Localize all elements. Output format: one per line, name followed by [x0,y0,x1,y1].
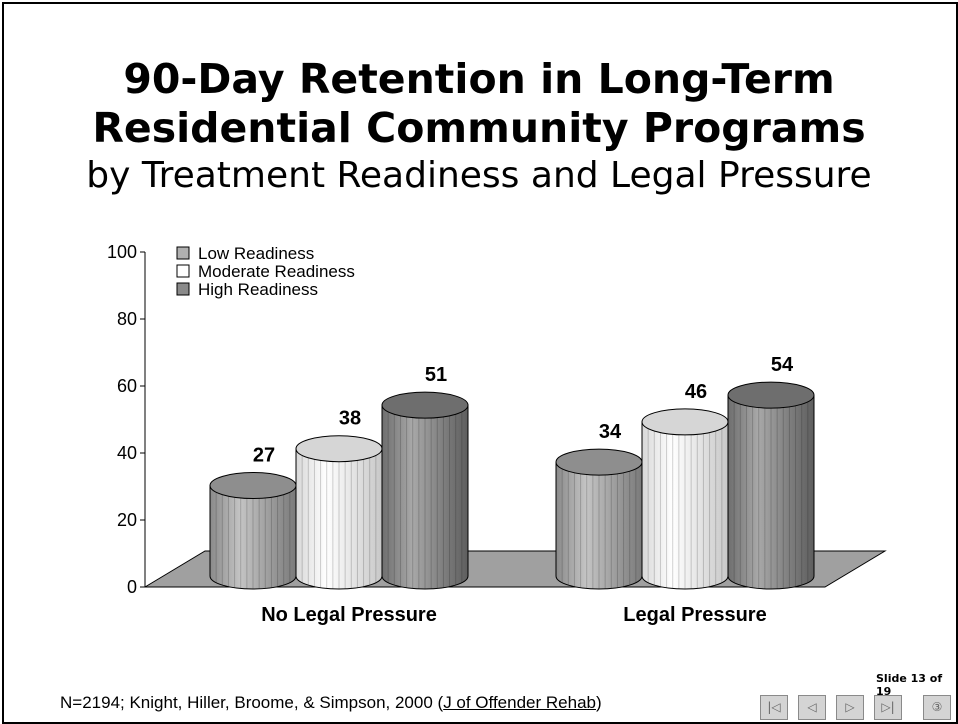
y-tick-label: 80 [117,309,137,329]
next-slide-button[interactable]: ▷ [836,695,864,720]
citation: N=2194; Knight, Hiller, Broome, & Simpso… [60,693,602,713]
slide-index-button[interactable]: ③ [923,695,951,720]
bar-body [641,421,729,590]
y-tick-label: 60 [117,376,137,396]
legend-label: Moderate Readiness [198,262,355,281]
first-slide-button[interactable]: |◁ [760,695,788,720]
bar-top [209,472,297,500]
previous-slide-icon: ◁ [807,700,817,714]
bar-cylinder [555,448,643,590]
data-label: 34 [599,421,622,443]
category-label: Legal Pressure [623,604,766,626]
legend-swatch [176,264,190,278]
bar-top [381,391,469,419]
y-tick-label: 100 [107,242,137,262]
slide-counter: Slide 13 of 19 [876,672,943,698]
bar-top [641,408,729,436]
slide-title-line-1: 90-Day Retention in Long-Term [123,55,835,103]
data-label: 46 [685,381,707,403]
data-label: 51 [425,364,447,386]
bar-cylinder [381,391,469,590]
last-slide-icon: ▷| [881,700,895,714]
bar-cylinder [295,435,383,590]
bar-body [295,448,383,590]
last-slide-button[interactable]: ▷| [874,695,902,720]
bar-body [381,404,469,590]
y-tick-label: 40 [117,443,137,463]
y-tick-label: 20 [117,510,137,530]
data-label: 38 [339,408,361,430]
next-slide-icon: ▷ [845,700,855,714]
category-label: No Legal Pressure [261,604,437,626]
previous-slide-button[interactable]: ◁ [798,695,826,720]
y-tick-label: 0 [127,577,137,597]
data-label: 27 [253,445,275,467]
slide-index-icon: ③ [931,700,943,714]
bar-cylinder [727,381,815,590]
bar-body [209,485,297,590]
bar-cylinder [209,472,297,590]
legend-swatch [176,282,190,296]
bar-top [555,448,643,476]
bar-top [727,381,815,409]
legend-label: Low Readiness [198,244,314,263]
citation-text: N=2194; Knight, Hiller, Broome, & Simpso… [60,693,444,712]
citation-closing: ) [595,693,602,712]
legend-label: High Readiness [198,280,318,299]
bar-top [295,435,383,463]
bar-cylinder [641,408,729,590]
bar-body [555,461,643,590]
journal-link[interactable]: J of Offender Rehab [443,693,596,712]
legend-swatch [176,246,190,260]
slide-subtitle: by Treatment Readiness and Legal Pressur… [86,155,872,196]
first-slide-icon: |◁ [767,700,781,714]
bar-body [727,394,815,590]
slide-title-line-2: Residential Community Programs [92,104,866,152]
data-label: 54 [771,354,794,376]
